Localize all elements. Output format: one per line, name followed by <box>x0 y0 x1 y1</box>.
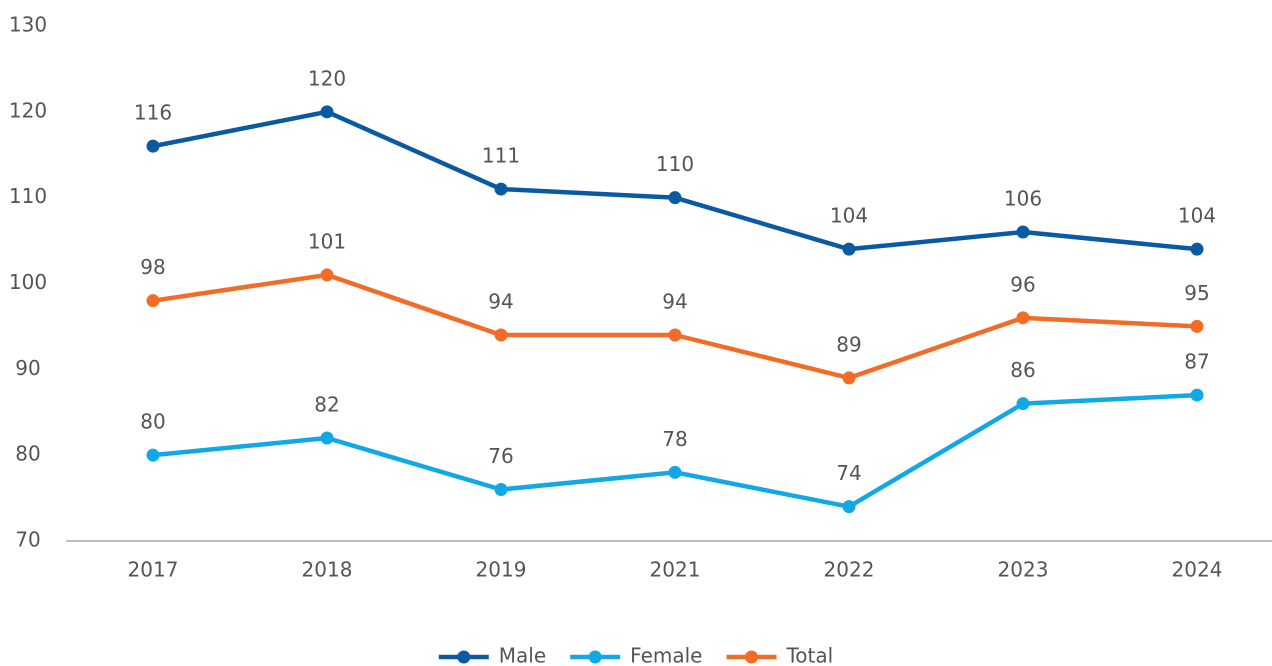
data-point <box>494 483 508 496</box>
data-point <box>668 465 682 479</box>
data-point <box>1016 311 1030 325</box>
data-point <box>320 105 334 119</box>
data-label: 82 <box>314 393 339 417</box>
data-point <box>842 500 856 514</box>
data-point <box>1016 397 1030 411</box>
y-tick-label: 110 <box>9 184 47 208</box>
x-tick-label: 2023 <box>998 558 1049 582</box>
x-tick-label: 2018 <box>302 558 353 582</box>
data-label: 104 <box>830 204 868 228</box>
data-point <box>146 294 160 308</box>
legend-marker <box>457 650 471 664</box>
legend: Male Female Total <box>438 644 833 666</box>
data-label: 74 <box>836 461 861 485</box>
data-point <box>146 139 160 153</box>
x-tick-label: 2021 <box>650 558 701 582</box>
legend-marker <box>588 650 602 664</box>
y-tick-label: 120 <box>9 98 47 122</box>
y-tick-label: 90 <box>15 356 40 380</box>
y-tick-label: 80 <box>15 442 40 466</box>
data-point <box>842 371 856 385</box>
legend-label: Female <box>630 644 702 666</box>
data-label: 96 <box>1010 272 1035 296</box>
data-label: 78 <box>662 427 687 451</box>
data-label: 104 <box>1178 204 1216 228</box>
data-point <box>146 448 160 462</box>
data-label: 110 <box>656 152 694 176</box>
data-label: 101 <box>308 229 346 253</box>
x-tick-label: 2017 <box>128 558 179 582</box>
data-label: 94 <box>488 290 513 314</box>
legend-label: Male <box>499 644 546 666</box>
data-label: 98 <box>140 255 165 279</box>
data-point <box>668 191 682 205</box>
y-tick-label: 100 <box>9 270 47 294</box>
data-point <box>1190 319 1204 333</box>
data-label: 89 <box>836 332 861 356</box>
data-label: 87 <box>1184 350 1209 374</box>
x-tick-label: 2019 <box>476 558 527 582</box>
x-tick-label: 2022 <box>824 558 875 582</box>
y-tick-label: 70 <box>15 528 40 552</box>
data-point <box>320 431 334 445</box>
data-label: 95 <box>1184 281 1209 305</box>
x-tick-label: 2024 <box>1172 558 1223 582</box>
data-point <box>842 242 856 256</box>
data-point <box>494 182 508 196</box>
data-label: 76 <box>488 444 513 468</box>
data-label: 111 <box>482 144 520 168</box>
data-label: 106 <box>1004 187 1042 211</box>
data-point <box>320 268 334 282</box>
series-line <box>152 392 1198 509</box>
data-label: 80 <box>140 410 165 434</box>
data-point <box>1016 225 1030 239</box>
data-point <box>1190 388 1204 402</box>
legend-marker <box>744 650 758 664</box>
data-label: 94 <box>662 290 687 314</box>
y-tick-label: 130 <box>9 13 47 37</box>
legend-label: Total <box>785 644 833 666</box>
data-point <box>1190 242 1204 256</box>
data-label: 116 <box>134 101 172 125</box>
data-point <box>494 328 508 342</box>
data-point <box>668 328 682 342</box>
data-label: 86 <box>1010 358 1035 382</box>
data-label: 120 <box>308 66 346 90</box>
